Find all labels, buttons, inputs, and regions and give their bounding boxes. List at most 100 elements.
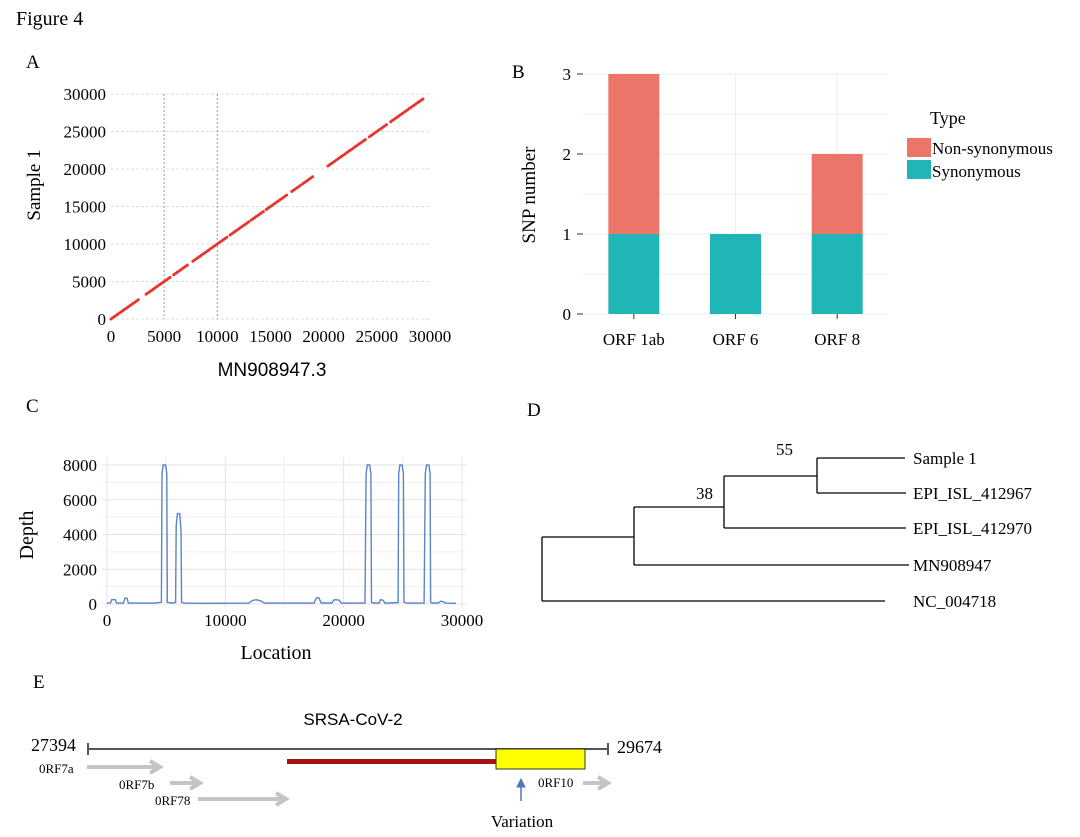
x-tick-label: ORF 8 xyxy=(814,330,860,349)
orf7a-arrow xyxy=(87,759,164,775)
panel-a-xlabel: MN908947.3 xyxy=(218,360,327,381)
x-tick-label: 15000 xyxy=(249,327,292,346)
y-tick-label: 5000 xyxy=(72,273,106,292)
variation-arrow xyxy=(516,777,526,801)
y-tick-label: 25000 xyxy=(64,123,107,142)
legend-title: Type xyxy=(930,108,966,128)
tree-leaf-sample1: Sample 1 xyxy=(913,449,977,468)
panel-label-e: E xyxy=(33,672,45,693)
bar-segment-synonymous xyxy=(811,234,863,314)
legend-key-non-synonymous xyxy=(907,138,931,157)
x-tick-label: 30000 xyxy=(441,611,484,630)
y-tick-label: 0 xyxy=(98,310,107,329)
bar-segment-synonymous xyxy=(710,234,761,314)
panel-a-dotplot: 0 5000 10000 15000 20000 25000 30000 0 5000 10000… xyxy=(24,85,452,381)
depth-line xyxy=(106,464,457,605)
alignment-dot xyxy=(168,275,172,279)
tree-leaf-epi412970: EPI_ISL_412970 xyxy=(913,519,1032,538)
orf7b-arrow xyxy=(170,775,204,791)
genome-end-label: 29674 xyxy=(617,737,662,757)
orf10-label: 0RF10 xyxy=(538,775,573,790)
x-tick-label: 5000 xyxy=(147,327,181,346)
y-tick-label: 3 xyxy=(563,65,572,84)
x-tick-label: 0 xyxy=(107,327,116,346)
alignment-dot xyxy=(384,123,388,127)
y-tick-label: 30000 xyxy=(64,85,107,104)
x-tick-label: 0 xyxy=(103,611,112,630)
x-tick-label: ORF 6 xyxy=(713,330,759,349)
y-tick-label: 20000 xyxy=(64,160,107,179)
legend-label-synonymous: Synonymous xyxy=(932,162,1021,181)
alignment-dot xyxy=(185,263,189,267)
y-tick-label: 10000 xyxy=(64,235,107,254)
alignment-dot xyxy=(363,138,367,142)
panel-label-c: C xyxy=(26,396,39,417)
panel-b-tick-labels: 0 1 2 3 ORF 1ab ORF 6 ORF 8 xyxy=(563,65,861,349)
y-tick-label: 0 xyxy=(89,595,98,614)
tree-leaf-epi412967: EPI_ISL_412967 xyxy=(913,484,1033,503)
orf7a-label: 0RF7a xyxy=(39,761,74,776)
panel-c-tick-labels: 0 10000 20000 30000 0 2000 4000 6000 8000 xyxy=(63,456,483,630)
bar-segment-non-synonymous xyxy=(811,154,863,234)
genome-map-title: SRSA-CoV-2 xyxy=(303,710,402,729)
panel-a-ylabel: Sample 1 xyxy=(24,149,45,220)
orf10-arrow xyxy=(583,775,612,791)
alignment-dot xyxy=(311,175,315,179)
legend-key-synonymous xyxy=(907,160,931,179)
orf78-label: 0RF78 xyxy=(155,793,190,808)
tree-leaf-nc004718: NC_004718 xyxy=(913,592,996,611)
tree-branches xyxy=(541,457,909,602)
bar-segment-non-synonymous xyxy=(608,74,660,234)
panel-b-barchart: 0 1 2 3 ORF 1ab ORF 6 ORF 8 SNP number Type No… xyxy=(519,65,1053,349)
alignment-dot xyxy=(298,184,302,187)
tree-leaf-mn908947: MN908947 xyxy=(913,556,992,575)
alignment-dot xyxy=(261,210,265,214)
y-tick-label: 2 xyxy=(563,145,572,164)
panel-c-xlabel: Location xyxy=(240,642,311,664)
variation-region-box xyxy=(495,748,586,770)
alignment-dot xyxy=(421,97,425,101)
x-tick-label: 10000 xyxy=(204,611,247,630)
panel-a-tick-labels: 0 5000 10000 15000 20000 25000 30000 0 5000 10000… xyxy=(64,85,452,346)
y-tick-label: 8000 xyxy=(63,456,97,475)
alignment-dot xyxy=(225,235,229,239)
x-tick-label: 20000 xyxy=(322,611,365,630)
x-tick-label: 10000 xyxy=(196,327,239,346)
panel-c-ylabel: Depth xyxy=(16,511,38,560)
x-tick-label: 30000 xyxy=(409,327,452,346)
panel-e-genome-map: SRSA-CoV-2 27394 29674 0RF7a 0RF7b 0RF78… xyxy=(31,710,662,831)
panel-a-dots xyxy=(109,97,425,321)
y-tick-label: 6000 xyxy=(63,491,97,510)
alignment-dot xyxy=(136,298,140,302)
panel-b-legend: Type Non-synonymous Synonymous xyxy=(907,108,1053,181)
orf7b-label: 0RF7b xyxy=(119,777,154,792)
alignment-dot xyxy=(285,193,289,197)
y-tick-label: 15000 xyxy=(64,198,107,217)
panel-c-grid xyxy=(102,457,466,608)
bar-segment-synonymous xyxy=(608,234,660,314)
highlighted-region-bar xyxy=(287,759,497,764)
panel-b-bars xyxy=(608,74,863,314)
panel-d-tree: Sample 1 EPI_ISL_412967 EPI_ISL_412970 M… xyxy=(541,440,1033,611)
y-tick-label: 0 xyxy=(563,305,572,324)
y-tick-label: 4000 xyxy=(63,526,97,545)
legend-label-non-synonymous: Non-synonymous xyxy=(932,139,1053,158)
bootstrap-38: 38 xyxy=(696,484,713,503)
orf78-arrow xyxy=(198,791,290,807)
figure-title: Figure 4 xyxy=(16,8,84,30)
panel-label-a: A xyxy=(26,52,40,73)
genome-start-label: 27394 xyxy=(31,735,76,755)
panel-label-b: B xyxy=(512,62,525,83)
panel-b-ylabel: SNP number xyxy=(519,146,540,244)
y-tick-label: 2000 xyxy=(63,560,97,579)
x-tick-label: 25000 xyxy=(356,327,399,346)
orf-arrows xyxy=(87,759,612,807)
alignment-dot xyxy=(247,220,251,224)
x-tick-label: 20000 xyxy=(302,327,345,346)
bootstrap-55: 55 xyxy=(776,440,793,459)
panel-label-d: D xyxy=(527,400,541,421)
variation-label: Variation xyxy=(491,812,554,831)
y-tick-label: 1 xyxy=(563,225,572,244)
x-tick-label: ORF 1ab xyxy=(603,330,665,349)
